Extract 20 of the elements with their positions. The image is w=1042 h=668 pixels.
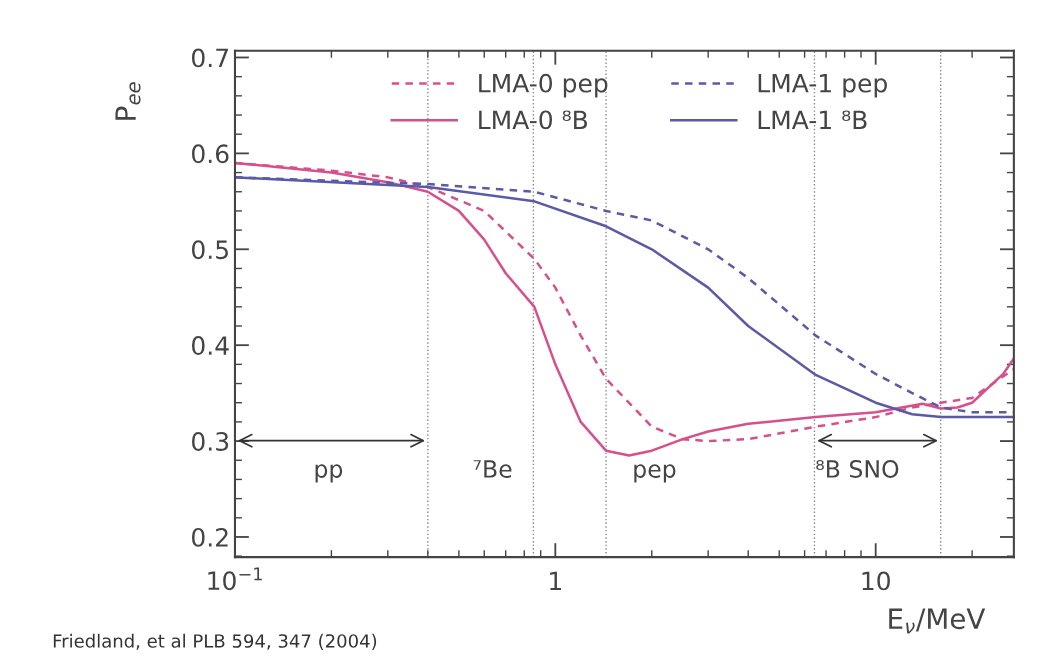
y-tick-label: 0.4	[192, 336, 229, 356]
x-tick-label: 10	[862, 571, 890, 591]
x-tick-label: 10$^{−1}$	[208, 567, 262, 591]
y-tick-label: 0.2	[192, 527, 228, 547]
annotation: pep	[634, 464, 676, 483]
y-axis-title: P$_{ee}$	[115, 82, 141, 120]
legend-label: LMA-0 pep	[479, 73, 608, 98]
legend-label: LMA-0 ⁸B	[479, 110, 588, 130]
y-tick-label: 0.3	[192, 432, 229, 451]
annotation: ⁷Be	[473, 460, 512, 478]
x-axis-title: E$_{ν}$/MeV	[889, 608, 986, 634]
text: Friedland, et al PLB 594, 347 (2004)	[53, 633, 377, 650]
annotation: ⁸B SNO	[816, 460, 899, 478]
y-tick-label: 0.6	[192, 144, 229, 164]
x-tick-label: 1	[550, 571, 561, 590]
legend-label: LMA-1 ⁸B	[758, 110, 867, 129]
y-tick-label: 0.7	[192, 48, 228, 68]
y-tick-label: 0.5	[192, 240, 228, 260]
annotation: pp	[315, 464, 343, 483]
legend-label: LMA-1 pep	[758, 74, 887, 98]
